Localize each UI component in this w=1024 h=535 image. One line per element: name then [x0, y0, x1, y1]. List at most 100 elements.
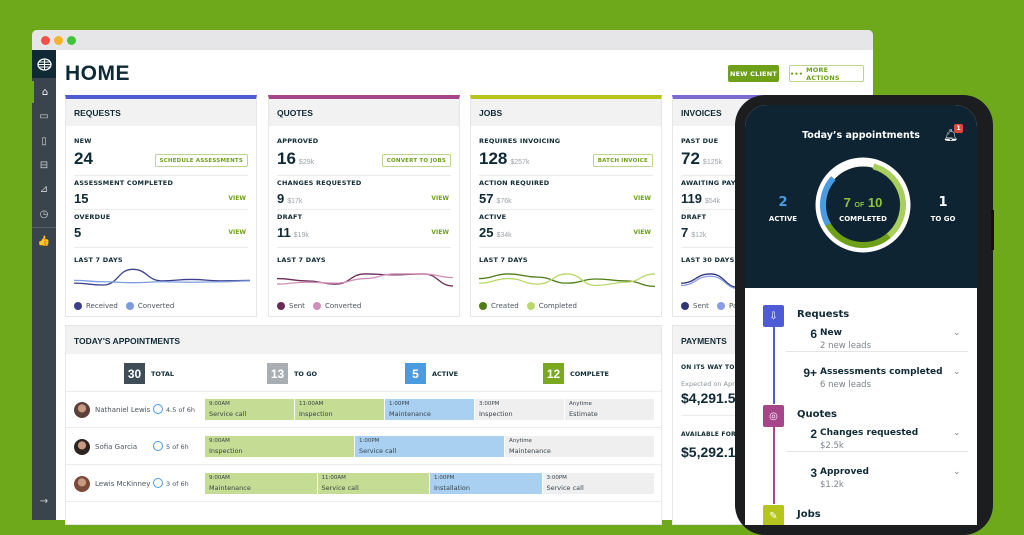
- chevron-down-icon[interactable]: ⌄: [953, 367, 961, 377]
- summary-count-total: 30: [124, 363, 145, 384]
- period-label: LAST 7 DAYS: [277, 256, 326, 264]
- appointment-block[interactable]: 11:00AM Inspection: [295, 399, 385, 420]
- appointment-block[interactable]: 9:00AM Service call: [205, 399, 295, 420]
- close-window-button[interactable]: [41, 36, 50, 45]
- appointment-title: Estimate: [569, 410, 598, 419]
- chart-legend: Sent Converted: [277, 302, 361, 310]
- divider: [66, 391, 661, 392]
- chart-legend: Received Converted: [74, 302, 174, 310]
- primary-action-button[interactable]: CONVERT TO JOBS: [381, 154, 451, 167]
- collapse-arrow-icon[interactable]: →: [39, 495, 49, 507]
- appointment-block[interactable]: 3:00PM Inspection: [475, 399, 565, 420]
- metric-count: 7: [681, 225, 689, 240]
- metric-value: 128 $257k: [479, 149, 529, 169]
- sparkline-chart: [277, 273, 453, 287]
- item-title[interactable]: Approved: [820, 467, 869, 477]
- divider: [74, 175, 248, 176]
- appointment-block[interactable]: 9:00AM Inspection: [205, 436, 355, 457]
- period-label: LAST 7 DAYS: [479, 256, 528, 264]
- item-title[interactable]: Changes requested: [820, 428, 919, 438]
- contacts-icon[interactable]: ▯: [41, 135, 47, 147]
- divider: [479, 175, 653, 176]
- thumbs-up-icon[interactable]: 👍: [37, 235, 51, 247]
- appointment-block[interactable]: 1:00PM Installation: [430, 473, 543, 494]
- view-link[interactable]: VIEW: [431, 195, 449, 202]
- metric-value: 9 $17k: [277, 191, 302, 206]
- view-link[interactable]: VIEW: [633, 229, 651, 236]
- sidebar: ⌂ ▭ ▯ ⊟ ⊿ ◷ 👍 →: [32, 50, 56, 520]
- divider: [74, 209, 248, 210]
- appointment-block[interactable]: 3:00PM Service call: [542, 473, 655, 494]
- reports-icon[interactable]: ⊿: [39, 183, 49, 195]
- phone-screen: Today’s appointments 🔔︎ 1 7 OF 10 COMPLE…: [745, 105, 977, 525]
- chevron-down-icon[interactable]: ⌄: [953, 328, 961, 338]
- legend-swatch: [681, 302, 689, 310]
- avatar: [74, 439, 90, 455]
- chart-legend: Created Completed: [479, 302, 577, 310]
- appointment-title: Service call: [546, 484, 584, 493]
- minimize-window-button[interactable]: [54, 36, 63, 45]
- view-link[interactable]: VIEW: [228, 229, 246, 236]
- chevron-down-icon[interactable]: ⌄: [953, 428, 961, 438]
- metric-amount: $12k: [691, 232, 707, 239]
- metric-label: ASSESSMENT COMPLETED: [74, 179, 174, 187]
- primary-action-button[interactable]: SCHEDULE ASSESSMENTS: [154, 154, 248, 167]
- item-title[interactable]: Assessments completed: [820, 367, 943, 377]
- metric-count: 128: [479, 149, 508, 168]
- on-way-label: ON ITS WAY TO YOU: [681, 364, 752, 371]
- legend-label: Completed: [538, 302, 577, 310]
- appointment-time: 1:00PM: [359, 438, 380, 444]
- employee-name: Sofia Garcia: [95, 443, 138, 451]
- metric-amount: $19k: [293, 232, 309, 239]
- available-amount: $5,292.12: [681, 444, 744, 460]
- sparkline-series-2: [277, 273, 453, 285]
- expected-date: Expected on Apr 14: [681, 380, 746, 388]
- item-subtitle: $1.2k: [820, 480, 844, 490]
- clock-icon: [153, 404, 163, 414]
- appointment-block[interactable]: Anytime Maintenance: [505, 436, 655, 457]
- ring-completed-dark-arc: [820, 162, 906, 248]
- section-title: Jobs: [797, 509, 821, 520]
- appointment-title: Inspection: [209, 447, 243, 456]
- home-icon[interactable]: ⌂: [32, 81, 56, 103]
- appointment-block[interactable]: 1:00PM Service call: [355, 436, 505, 457]
- sidebar-divider: [32, 227, 56, 228]
- view-link[interactable]: VIEW: [633, 195, 651, 202]
- appointment-title: Inspection: [299, 410, 333, 419]
- metric-value: 5: [74, 225, 81, 240]
- appointment-block[interactable]: 11:00AM Service call: [317, 473, 430, 494]
- new-client-button[interactable]: NEW CLIENT: [728, 65, 779, 82]
- legend-swatch: [277, 302, 285, 310]
- item-subtitle: 6 new leads: [820, 380, 872, 390]
- metric-count: 15: [74, 191, 89, 206]
- appointment-block[interactable]: 1:00PM Maintenance: [385, 399, 475, 420]
- phone-side-button: [991, 210, 994, 250]
- appointment-block[interactable]: Anytime Estimate: [565, 399, 655, 420]
- view-link[interactable]: VIEW: [228, 195, 246, 202]
- briefcase-icon[interactable]: ⊟: [39, 159, 49, 171]
- chevron-down-icon[interactable]: ⌄: [953, 467, 961, 477]
- notification-badge: 1: [954, 124, 963, 133]
- logo[interactable]: [32, 50, 56, 78]
- summary-label: ACTIVE: [432, 370, 459, 378]
- more-actions-button[interactable]: ••• MORE ACTIONS: [789, 65, 864, 82]
- legend-swatch: [526, 302, 535, 310]
- requests-title: REQUESTS: [66, 99, 256, 126]
- clock-icon[interactable]: ◷: [39, 208, 49, 220]
- metric-count: 72: [681, 149, 700, 168]
- appointment-block[interactable]: 9:00AM Maintenance: [205, 473, 318, 494]
- timeline-line: [773, 327, 775, 404]
- appointment-time: 1:00PM: [434, 475, 455, 481]
- divider: [66, 427, 661, 428]
- legend-label: Sent: [289, 302, 305, 310]
- view-link[interactable]: VIEW: [431, 229, 449, 236]
- calendar-icon[interactable]: ▭: [39, 110, 49, 122]
- maximize-window-button[interactable]: [67, 36, 76, 45]
- completed-total: 10: [867, 195, 883, 210]
- togo-count: 1: [938, 195, 948, 210]
- metric-amount: $17k: [287, 198, 303, 205]
- legend-swatch: [716, 302, 725, 310]
- metric-count: 25: [479, 225, 494, 240]
- primary-action-button[interactable]: BATCH INVOICE: [592, 154, 653, 167]
- item-title[interactable]: New: [820, 328, 842, 338]
